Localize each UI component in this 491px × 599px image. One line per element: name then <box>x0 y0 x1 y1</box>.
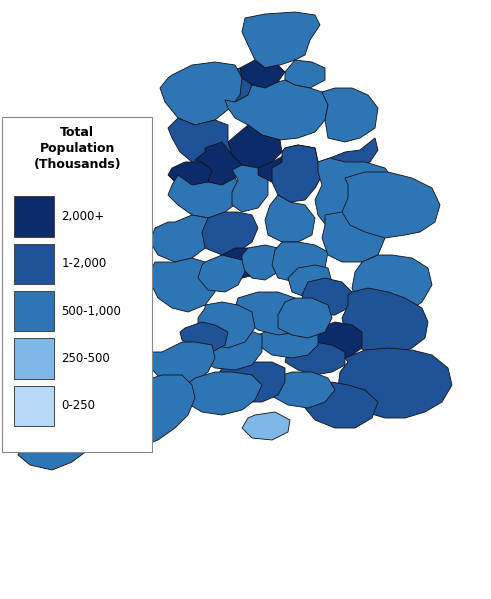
Polygon shape <box>342 288 428 355</box>
Polygon shape <box>242 245 282 280</box>
Polygon shape <box>150 258 215 312</box>
Polygon shape <box>168 162 212 188</box>
Polygon shape <box>232 165 268 212</box>
Polygon shape <box>322 212 385 262</box>
FancyBboxPatch shape <box>14 196 54 237</box>
Polygon shape <box>18 422 95 470</box>
Polygon shape <box>198 212 258 255</box>
Polygon shape <box>288 265 332 298</box>
Polygon shape <box>195 330 262 370</box>
Polygon shape <box>342 172 440 238</box>
Polygon shape <box>240 60 285 88</box>
Polygon shape <box>338 348 452 418</box>
Polygon shape <box>305 382 378 428</box>
Polygon shape <box>302 278 352 315</box>
Text: 1-2,000: 1-2,000 <box>61 258 107 270</box>
Polygon shape <box>285 60 325 88</box>
FancyBboxPatch shape <box>2 117 152 452</box>
FancyBboxPatch shape <box>14 244 54 284</box>
Polygon shape <box>272 145 322 202</box>
Polygon shape <box>225 80 328 140</box>
Text: 0-250: 0-250 <box>61 400 95 412</box>
Polygon shape <box>218 248 262 278</box>
Polygon shape <box>272 242 328 282</box>
Text: 2,000+: 2,000+ <box>61 210 105 223</box>
Polygon shape <box>180 322 228 352</box>
Polygon shape <box>278 298 332 338</box>
Polygon shape <box>315 158 395 232</box>
Polygon shape <box>195 142 242 185</box>
Polygon shape <box>80 375 195 448</box>
Polygon shape <box>282 138 378 175</box>
Polygon shape <box>285 342 345 375</box>
Polygon shape <box>168 118 232 168</box>
Text: Total
Population
(Thousands): Total Population (Thousands) <box>33 126 121 171</box>
Polygon shape <box>198 255 245 292</box>
FancyBboxPatch shape <box>14 338 54 379</box>
Polygon shape <box>265 195 315 242</box>
Polygon shape <box>265 372 335 408</box>
Polygon shape <box>168 175 242 218</box>
Polygon shape <box>198 302 255 348</box>
Polygon shape <box>160 62 242 125</box>
Polygon shape <box>352 255 432 318</box>
Polygon shape <box>258 155 322 192</box>
Polygon shape <box>242 412 290 440</box>
FancyBboxPatch shape <box>14 386 54 426</box>
Polygon shape <box>182 372 262 415</box>
Text: 500-1,000: 500-1,000 <box>61 305 121 317</box>
Polygon shape <box>235 292 308 335</box>
Polygon shape <box>308 322 362 362</box>
Polygon shape <box>322 88 378 142</box>
Polygon shape <box>150 215 208 262</box>
Polygon shape <box>148 342 215 385</box>
Text: 250-500: 250-500 <box>61 352 110 365</box>
Polygon shape <box>258 325 318 358</box>
Polygon shape <box>242 12 320 68</box>
Polygon shape <box>212 68 252 102</box>
FancyBboxPatch shape <box>14 291 54 331</box>
Polygon shape <box>215 362 285 402</box>
Polygon shape <box>228 125 282 168</box>
